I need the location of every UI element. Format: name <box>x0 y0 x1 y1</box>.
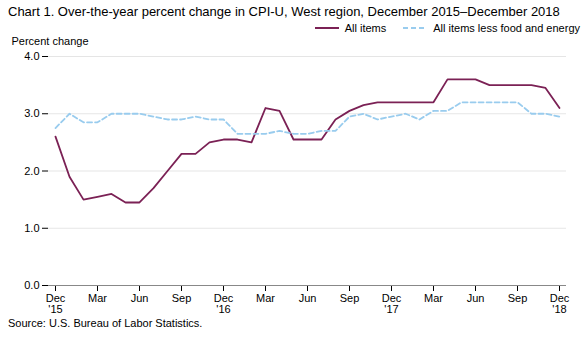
svg-text:Percent change: Percent change <box>12 35 89 47</box>
svg-text:Dec'15: Dec'15 <box>46 292 66 315</box>
svg-text:Mar: Mar <box>424 292 443 304</box>
svg-text:Jun: Jun <box>467 292 485 304</box>
svg-text:2.0: 2.0 <box>24 165 39 177</box>
svg-text:1.0: 1.0 <box>24 222 39 234</box>
html-text:All items less food and energy: All items less food and energy <box>433 22 580 34</box>
html-text:All items: All items <box>344 22 387 34</box>
html-text:Source: U.S. Bureau of Labor S: Source: U.S. Bureau of Labor Statistics. <box>8 317 203 329</box>
html-text:Chart 1. Over-the-year percent: Chart 1. Over-the-year percent change in… <box>8 4 560 19</box>
svg-text:4.0: 4.0 <box>24 50 39 62</box>
svg-text:0.0: 0.0 <box>24 279 39 291</box>
svg-text:3.0: 3.0 <box>24 107 39 119</box>
svg-text:Dec'17: Dec'17 <box>382 292 402 315</box>
svg-text:Jun: Jun <box>131 292 149 304</box>
svg-text:Mar: Mar <box>256 292 275 304</box>
svg-text:Sep: Sep <box>340 292 360 304</box>
svg-text:Sep: Sep <box>508 292 528 304</box>
svg-text:Dec'16: Dec'16 <box>214 292 234 315</box>
svg-text:Sep: Sep <box>172 292 192 304</box>
svg-text:Jun: Jun <box>299 292 317 304</box>
svg-text:Dec'18: Dec'18 <box>550 292 570 315</box>
svg-text:Mar: Mar <box>88 292 107 304</box>
